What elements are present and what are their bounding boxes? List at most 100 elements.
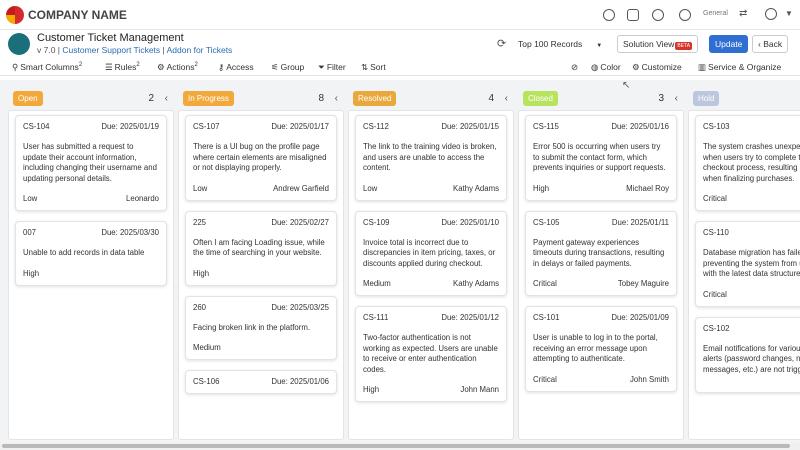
assignee: Leonardo bbox=[126, 194, 159, 203]
refresh-icon[interactable]: ⟳ bbox=[497, 38, 507, 50]
toolbar-icon: ▥ bbox=[698, 62, 707, 72]
breadcrumb[interactable]: Customer Support Tickets bbox=[62, 45, 161, 55]
card-footer: High John Mann bbox=[363, 385, 499, 394]
ticket-id: CS-102 bbox=[703, 323, 730, 333]
toolbar-label: Smart Columns bbox=[20, 62, 79, 72]
back-button[interactable]: ‹ Back bbox=[752, 35, 789, 53]
ticket-card[interactable]: CS-103 The system crashes unexpectedly wh… bbox=[695, 115, 800, 211]
ticket-description: Invoice total is incorrect due to discre… bbox=[363, 237, 496, 268]
priority: Critical bbox=[703, 194, 727, 203]
user-icon[interactable] bbox=[765, 8, 777, 20]
status-badge: Open bbox=[13, 91, 43, 106]
card-count: 3 bbox=[658, 93, 664, 104]
ticket-card[interactable]: CS-106 Due: 2025/01/06 bbox=[185, 370, 337, 394]
toolbar-item[interactable]: ⚙ Actions2 bbox=[157, 62, 198, 73]
card-header: CS-103 bbox=[703, 122, 800, 131]
due-date: Due: 2025/01/17 bbox=[271, 122, 329, 131]
switch-icon[interactable]: ⇄ bbox=[739, 8, 748, 19]
scrollbar-thumb[interactable] bbox=[2, 444, 790, 448]
update-button[interactable]: Update bbox=[709, 35, 749, 53]
collapse-chevron[interactable]: ‹ bbox=[674, 93, 678, 104]
column: Closed 3 ‹ CS-115 Due: 2025/01/16 Error 500 i… bbox=[518, 80, 684, 440]
toolbar-item[interactable]: ⚷ Access bbox=[218, 62, 254, 73]
column-header: In Progress 8 ‹ bbox=[183, 91, 338, 107]
ticket-card[interactable]: CS-115 Due: 2025/01/16 Error 500 is occurr… bbox=[525, 115, 677, 201]
toolbar: ⚲ Smart Columns2 ☰ Rules2 ⚙ Actions2 ⚷ Access ⚟ G… bbox=[0, 58, 800, 76]
status-badge: Resolved bbox=[353, 91, 397, 106]
ticket-card[interactable]: 225 Due: 2025/02/27 Often I am facing Load… bbox=[185, 210, 337, 286]
card-footer: High Michael Roy bbox=[533, 184, 669, 193]
toolbar-label: Sort bbox=[370, 62, 386, 72]
ticket-card[interactable]: CS-107 Due: 2025/01/17 There is a UI bug o… bbox=[185, 115, 337, 201]
ticket-card[interactable]: CS-112 Due: 2025/01/15 The link to the tra… bbox=[355, 115, 507, 201]
ticket-description: Payment gateway experiences timeouts dur… bbox=[533, 237, 665, 268]
settings-icon[interactable] bbox=[603, 9, 615, 21]
toolbar-item[interactable]: ▥ Service & Organize bbox=[698, 62, 781, 73]
toolbar-item[interactable]: ⚲ Smart Columns2 bbox=[12, 62, 82, 73]
due-date: Due: 2025/01/06 bbox=[271, 377, 329, 386]
view-button[interactable]: Solution View BETA bbox=[617, 35, 699, 53]
user-menu-arrow[interactable]: ▼ bbox=[785, 9, 793, 18]
toolbar-icon: ⚙ bbox=[157, 62, 165, 72]
ticket-description: Database migration has failed, preventin… bbox=[703, 248, 800, 278]
card-footer: Critical bbox=[703, 290, 800, 299]
column-header: Closed 3 ‹ bbox=[523, 91, 678, 107]
toolbar-item[interactable]: ☰ Rules2 bbox=[105, 62, 140, 73]
ticket-id: CS-105 bbox=[533, 217, 560, 227]
workspace[interactable]: General bbox=[703, 10, 728, 17]
due-date: Due: 2025/01/19 bbox=[101, 122, 159, 131]
card-footer: Critical John Smith bbox=[533, 375, 669, 384]
card-footer: Medium Kathy Adams bbox=[363, 279, 499, 288]
breadcrumb[interactable]: Addon for Tickets bbox=[166, 45, 233, 55]
check-icon[interactable] bbox=[652, 9, 664, 21]
view-label: Solution View bbox=[623, 39, 675, 49]
column-body: CS-107 Due: 2025/01/17 There is a UI bug o… bbox=[178, 110, 344, 440]
store-icon[interactable] bbox=[627, 9, 639, 21]
priority: High bbox=[193, 268, 210, 278]
column-header: Resolved 4 ‹ bbox=[353, 91, 508, 107]
app-subtitle: v 7.0 | Customer Support Tickets | Addon… bbox=[37, 45, 233, 55]
due-date: Due: 2025/03/25 bbox=[271, 302, 329, 312]
ticket-description: Often I am facing Loading issue, while t… bbox=[193, 237, 325, 258]
due-date: Due: 2025/02/27 bbox=[271, 217, 329, 227]
toolbar-item[interactable]: ⏷ Filter bbox=[318, 62, 346, 73]
card-footer: High bbox=[23, 269, 159, 278]
due-date: Due: 2025/01/11 bbox=[611, 217, 669, 227]
collapse-chevron[interactable]: ‹ bbox=[164, 93, 168, 104]
ticket-card[interactable]: CS-110 Database migration has failed, pre… bbox=[695, 221, 800, 307]
collapse-chevron[interactable]: ‹ bbox=[504, 93, 508, 104]
ticket-card[interactable]: CS-102 Email notifications for various sy… bbox=[695, 316, 800, 393]
collapse-chevron[interactable]: ‹ bbox=[334, 93, 338, 104]
priority: Low bbox=[193, 183, 208, 193]
assignee: Kathy Adams bbox=[453, 279, 499, 288]
ticket-card[interactable]: 260 Due: 2025/03/25 Facing broken link in … bbox=[185, 295, 337, 360]
assignee: Kathy Adams bbox=[453, 183, 499, 193]
priority: Critical bbox=[703, 289, 727, 299]
toolbar-icon: ◍ bbox=[591, 62, 599, 72]
ticket-card[interactable]: CS-111 Due: 2025/01/12 Two-factor authenti… bbox=[355, 306, 507, 402]
card-header: CS-102 bbox=[703, 324, 800, 333]
toolbar-item[interactable]: ⇅ Sort bbox=[361, 62, 386, 73]
kanban-board: Open 2 ‹ CS-104 Due: 2025/01/19 User has subm… bbox=[0, 80, 800, 445]
toolbar-icon: ⚲ bbox=[12, 62, 19, 72]
due-date: Due: 2025/01/10 bbox=[441, 217, 499, 227]
app-title: Customer Ticket Management bbox=[37, 32, 184, 44]
card-header: CS-111 Due: 2025/01/12 bbox=[363, 313, 499, 322]
toolbar-item[interactable]: ⚟ Group bbox=[271, 62, 304, 73]
hide-icon[interactable]: ⊘ bbox=[571, 62, 579, 72]
help-icon[interactable] bbox=[679, 9, 691, 21]
toolbar-item[interactable]: ⚙ Customize bbox=[632, 62, 682, 73]
column-body: CS-104 Due: 2025/01/19 User has submitted … bbox=[8, 110, 174, 440]
records-select[interactable]: Top 100 Records ▼ bbox=[518, 39, 602, 49]
ticket-card[interactable]: 007 Due: 2025/03/30 Unable to add records … bbox=[15, 221, 167, 286]
toolbar-icon: ⚟ bbox=[271, 62, 279, 72]
ticket-card[interactable]: CS-109 Due: 2025/01/10 Invoice total is in… bbox=[355, 210, 507, 296]
card-header: CS-106 Due: 2025/01/06 bbox=[193, 377, 329, 386]
ticket-card[interactable]: CS-105 Due: 2025/01/11 Payment gateway exp… bbox=[525, 210, 677, 296]
ticket-card[interactable]: CS-104 Due: 2025/01/19 User has submitted … bbox=[15, 115, 167, 211]
toolbar-label: Actions bbox=[166, 62, 195, 72]
column-body: CS-112 Due: 2025/01/15 The link to the tra… bbox=[348, 110, 514, 440]
ticket-card[interactable]: CS-101 Due: 2025/01/09 User is unable to l… bbox=[525, 306, 677, 392]
card-footer: Low Kathy Adams bbox=[363, 184, 499, 193]
toolbar-item[interactable]: ◍ Color bbox=[591, 62, 621, 73]
